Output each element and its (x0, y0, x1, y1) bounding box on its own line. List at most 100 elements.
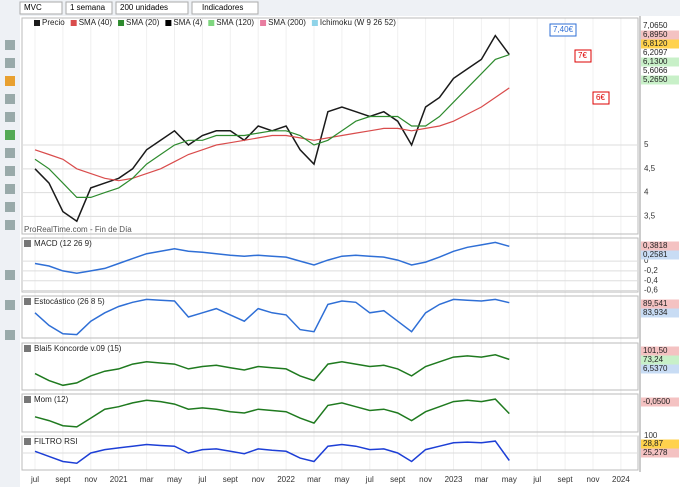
tool[interactable] (5, 184, 15, 194)
readout-box (641, 346, 679, 356)
legend-label: SMA (4) (173, 18, 202, 27)
y-tick-label: 0 (644, 256, 649, 265)
time-label: nov (252, 475, 265, 484)
tool[interactable] (5, 166, 15, 176)
panel (21, 393, 639, 433)
series-line (34, 398, 510, 428)
readout: 6,2097 (643, 48, 668, 57)
symbol: MVC (24, 3, 42, 12)
tool[interactable] (5, 300, 15, 310)
indicators-box[interactable] (191, 1, 259, 15)
time-label: 2022 (277, 475, 295, 484)
time-label: mar (307, 475, 321, 484)
legend-swatch (70, 20, 77, 26)
time-label: jul (365, 475, 374, 484)
panel (21, 237, 639, 293)
readout: 6,1300 (643, 57, 668, 66)
readout-box (641, 48, 679, 58)
readout: 6,8120 (643, 39, 668, 48)
legend-label: SMA (120) (216, 18, 254, 27)
legend-label: Precio (42, 18, 65, 27)
tool[interactable] (5, 112, 15, 122)
tool[interactable] (5, 130, 15, 140)
tool[interactable] (5, 58, 15, 68)
tool[interactable] (5, 202, 15, 212)
time-label: 2024 (612, 475, 630, 484)
tool[interactable] (5, 148, 15, 158)
legend-label: SMA (40) (79, 18, 113, 27)
readout: 0,2581 (643, 250, 668, 259)
readout-box (641, 299, 679, 309)
time-label: may (502, 475, 517, 484)
readout: -0,0500 (643, 397, 671, 406)
symbol-box[interactable] (19, 1, 63, 15)
readout: 28,87 (643, 439, 664, 448)
time-label: nov (419, 475, 432, 484)
time-label: nov (587, 475, 600, 484)
readout: 5,2650 (643, 75, 668, 84)
legend-swatch (311, 20, 318, 26)
series-line (34, 440, 510, 464)
period: 1 semana (70, 3, 106, 12)
units-box[interactable] (115, 1, 189, 15)
legend-label: SMA (20) (126, 18, 160, 27)
legend-swatch (165, 20, 172, 26)
time-label: 2023 (445, 475, 463, 484)
legend-swatch (208, 20, 215, 26)
time-label: mar (140, 475, 154, 484)
time-label: may (167, 475, 182, 484)
y-tick-label: -0,6 (644, 286, 658, 295)
readout: 6,8950 (643, 30, 668, 39)
readout-box (641, 66, 679, 76)
tool[interactable] (5, 94, 15, 104)
tool[interactable] (5, 40, 15, 50)
time-label: sept (390, 475, 406, 484)
legend-swatch (34, 20, 40, 26)
time-label: sept (55, 475, 71, 484)
readout-box (641, 250, 679, 260)
annotation: 6€ (596, 93, 605, 102)
readout-box (641, 397, 679, 407)
source: ProRealTime.com - Fin de Día (24, 225, 132, 234)
y-tick-label: 4 (644, 188, 649, 197)
period-box[interactable] (65, 1, 113, 15)
annotation: 7€ (578, 51, 587, 60)
readout-box (641, 355, 679, 365)
panel-icon (24, 345, 31, 352)
series-line (34, 354, 510, 387)
legend-swatch (118, 20, 125, 26)
readout: 25,278 (643, 448, 668, 457)
y-tick-label: 3,5 (644, 212, 656, 221)
tool[interactable] (5, 330, 15, 340)
indicators: Indicadores (202, 3, 243, 12)
panel-icon (24, 298, 31, 305)
panel-title: Mom (12) (34, 395, 69, 404)
panel-icon (24, 438, 31, 445)
series-line (34, 54, 510, 198)
readout-box (641, 21, 679, 31)
time-label: sept (558, 475, 574, 484)
readout-box (641, 241, 679, 251)
legend-label: SMA (200) (268, 18, 306, 27)
panel-title: FILTRO RSI (34, 437, 77, 446)
y-tick-label: 100 (644, 431, 658, 440)
time-label: 2021 (110, 475, 128, 484)
legend-swatch (260, 20, 267, 26)
panel-icon (24, 240, 31, 247)
panel-title: Estocástico (26 8 5) (34, 297, 105, 306)
readout: 73,24 (643, 355, 664, 364)
annotation-box (592, 91, 610, 105)
series-line (34, 298, 510, 336)
readout: 89,541 (643, 299, 668, 308)
panel (21, 295, 639, 339)
y-tick-label: 4,5 (644, 164, 656, 173)
tool[interactable] (5, 270, 15, 280)
tool[interactable] (5, 220, 15, 230)
series-line (34, 87, 510, 182)
time-label: jul (532, 475, 541, 484)
annotation-box (549, 23, 577, 37)
tools (5, 40, 15, 340)
tool[interactable] (5, 76, 15, 86)
panel (21, 342, 639, 391)
readout: 7,0650 (643, 21, 668, 30)
